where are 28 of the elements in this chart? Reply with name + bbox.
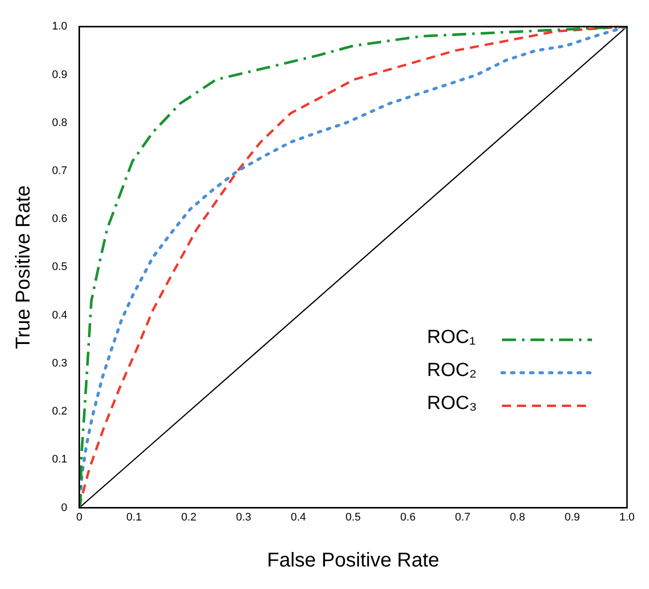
legend-label: ROC₃ — [427, 393, 477, 414]
x-tick-label: 0.4 — [290, 511, 306, 524]
y-tick-label: 0.9 — [52, 68, 68, 81]
x-tick-label: 0.7 — [455, 511, 470, 524]
x-tick-label: 0.9 — [564, 511, 580, 524]
y-tick-label: 0.4 — [52, 309, 68, 322]
y-tick-label: 0.6 — [52, 213, 68, 226]
x-tick-label: 0.6 — [400, 511, 416, 524]
line-series — [79, 26, 627, 508]
x-tick-label: 0.2 — [181, 511, 196, 524]
x-tick-label: 0.1 — [126, 511, 142, 524]
y-tick-label: 0.3 — [52, 357, 68, 370]
y-tick-label: 0.2 — [52, 406, 68, 418]
legend-label: ROC₁ — [427, 327, 476, 348]
x-tick-label: 0.5 — [345, 511, 361, 524]
x-tick-label: 1.0 — [619, 511, 635, 524]
x-tick-label: 0 — [76, 511, 82, 524]
y-tick-label: 0 — [61, 502, 68, 514]
x-tick-label: 0.8 — [510, 511, 526, 524]
y-axis-title: True Positive Rate — [12, 185, 35, 350]
y-tick-label: 1.0 — [52, 20, 68, 33]
y-tick-label: 0.5 — [52, 261, 68, 274]
y-tick-label: 0.7 — [52, 164, 68, 177]
x-axis-title: False Positive Rate — [266, 550, 440, 572]
y-tick-label: 0.1 — [52, 454, 68, 466]
y-tick-label: 0.8 — [52, 116, 68, 129]
legend-label: ROC₂ — [427, 360, 477, 382]
x-tick-label: 0.3 — [236, 511, 252, 524]
